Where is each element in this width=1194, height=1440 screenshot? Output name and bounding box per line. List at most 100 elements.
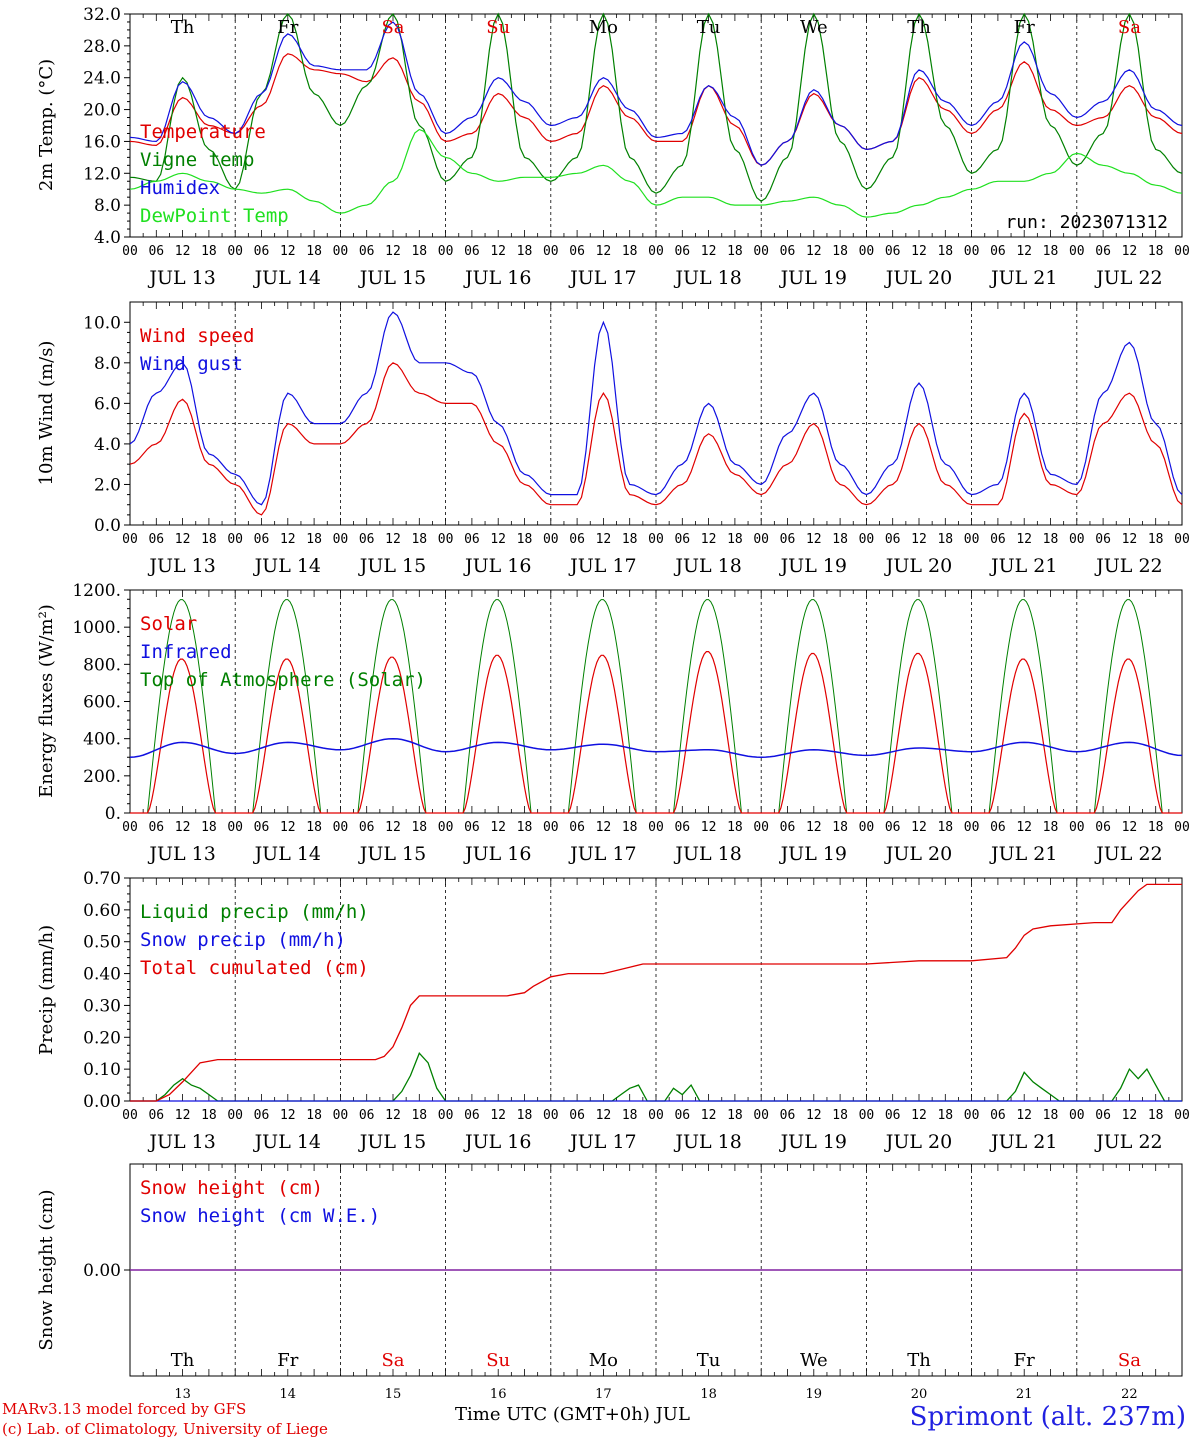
legend-entry: Snow height (cm W.E.) [140,1205,380,1227]
legend-entry: Infrared [140,641,232,663]
hour-tick-label: 00 [1174,244,1190,259]
date-label: JUL 17 [568,1131,636,1153]
date-label: JUL 19 [779,843,847,865]
date-label: JUL 15 [358,555,426,577]
lab-credit: (c) Lab. of Climatology, University of L… [2,1420,328,1438]
hour-tick-label: 18 [832,244,848,259]
date-label: JUL 22 [1094,1131,1162,1153]
date-number-label: 13 [174,1387,191,1400]
hour-tick-label: 06 [359,532,375,547]
hour-tick-label: 18 [727,1108,743,1123]
date-label: JUL 14 [253,843,321,865]
y-tick-label: 600. [83,693,121,713]
weekday-label: Th [907,17,931,38]
hour-tick-label: 06 [990,820,1006,835]
hour-tick-label: 06 [464,1108,480,1123]
hour-tick-label: 00 [227,532,243,547]
hour-tick-label: 18 [201,1108,217,1123]
hour-tick-label: 00 [227,1108,243,1123]
hour-tick-label: 00 [227,820,243,835]
hour-tick-label: 00 [964,820,980,835]
y-tick-label: 0.0 [94,516,121,536]
hour-tick-label: 12 [1122,820,1138,835]
date-label: JUL 21 [989,843,1057,865]
hour-tick-label: 06 [780,532,796,547]
hour-tick-label: 18 [832,1108,848,1123]
hour-tick-label: 00 [438,532,454,547]
weekday-label: Th [171,1350,195,1371]
hour-tick-label: 00 [753,532,769,547]
date-label: JUL 13 [147,843,215,865]
hour-tick-label: 12 [280,244,296,259]
hour-tick-label: 18 [517,532,533,547]
hour-tick-label: 12 [1122,244,1138,259]
hour-tick-label: 06 [885,1108,901,1123]
hour-tick-label: 18 [306,1108,322,1123]
hour-tick-label: 00 [333,532,349,547]
hour-tick-label: 06 [780,820,796,835]
y-tick-label: 28.0 [83,37,121,57]
hour-tick-label: 12 [175,532,191,547]
hour-tick-label: 18 [411,532,427,547]
y-tick-label: 0.00 [83,1261,121,1281]
hour-tick-label: 18 [937,820,953,835]
hour-tick-label: 06 [148,244,164,259]
hour-tick-label: 12 [1016,532,1032,547]
hour-tick-label: 18 [937,532,953,547]
series-line [129,12,1183,202]
date-number-label: 18 [700,1387,717,1400]
y-tick-label: 8.0 [94,354,121,374]
hour-tick-label: 06 [1095,244,1111,259]
weekday-label: We [800,1350,828,1371]
model-credit: MARv3.13 model forced by GFS [2,1400,247,1418]
series-line [129,53,1183,166]
date-label: JUL 18 [673,555,741,577]
y-tick-label: 1200. [72,581,121,601]
date-label: JUL 17 [568,267,636,289]
hour-tick-label: 12 [490,1108,506,1123]
hour-tick-label: 12 [385,244,401,259]
hour-tick-label: 00 [648,820,664,835]
hour-tick-label: 12 [490,244,506,259]
weekday-label: Mo [589,1350,618,1371]
hour-tick-label: 18 [937,244,953,259]
hour-tick-label: 12 [596,532,612,547]
hour-tick-label: 00 [122,244,138,259]
hour-tick-label: 06 [990,244,1006,259]
hour-tick-label: 12 [490,532,506,547]
hour-tick-label: 06 [464,244,480,259]
hour-tick-label: 12 [911,1108,927,1123]
hour-tick-label: 00 [1069,532,1085,547]
hour-tick-label: 18 [201,532,217,547]
hour-tick-label: 00 [648,1108,664,1123]
hour-tick-label: 18 [1148,244,1164,259]
hour-tick-label: 12 [490,820,506,835]
weekday-label: Su [486,1350,510,1371]
station-name: Sprimont (alt. 237m) [909,1402,1186,1432]
hour-tick-label: 00 [333,244,349,259]
hour-tick-label: 00 [122,532,138,547]
legend-entry: Snow height (cm) [140,1177,323,1199]
y-tick-label: 24.0 [83,69,121,89]
hour-tick-label: 12 [701,1108,717,1123]
date-label: JUL 20 [884,843,952,865]
hour-tick-label: 00 [859,820,875,835]
weekday-label: Su [486,17,510,38]
date-label: JUL 22 [1094,267,1162,289]
hour-tick-label: 06 [359,820,375,835]
series-line [129,21,1183,166]
y-tick-label: 0.50 [83,933,121,953]
y-tick-label: 10.0 [83,313,121,333]
hour-tick-label: 18 [1043,244,1059,259]
hour-tick-label: 00 [648,244,664,259]
hour-tick-label: 00 [122,820,138,835]
hour-tick-label: 12 [701,244,717,259]
date-label: JUL 16 [463,1131,531,1153]
hour-tick-label: 06 [254,244,270,259]
y-tick-label: 4.0 [94,228,121,248]
y-tick-label: 200. [83,767,121,787]
y-axis-label: Snow height (cm) [36,1189,57,1350]
y-tick-label: 0.40 [83,965,121,985]
hour-tick-label: 00 [964,1108,980,1123]
hour-tick-label: 00 [1069,820,1085,835]
